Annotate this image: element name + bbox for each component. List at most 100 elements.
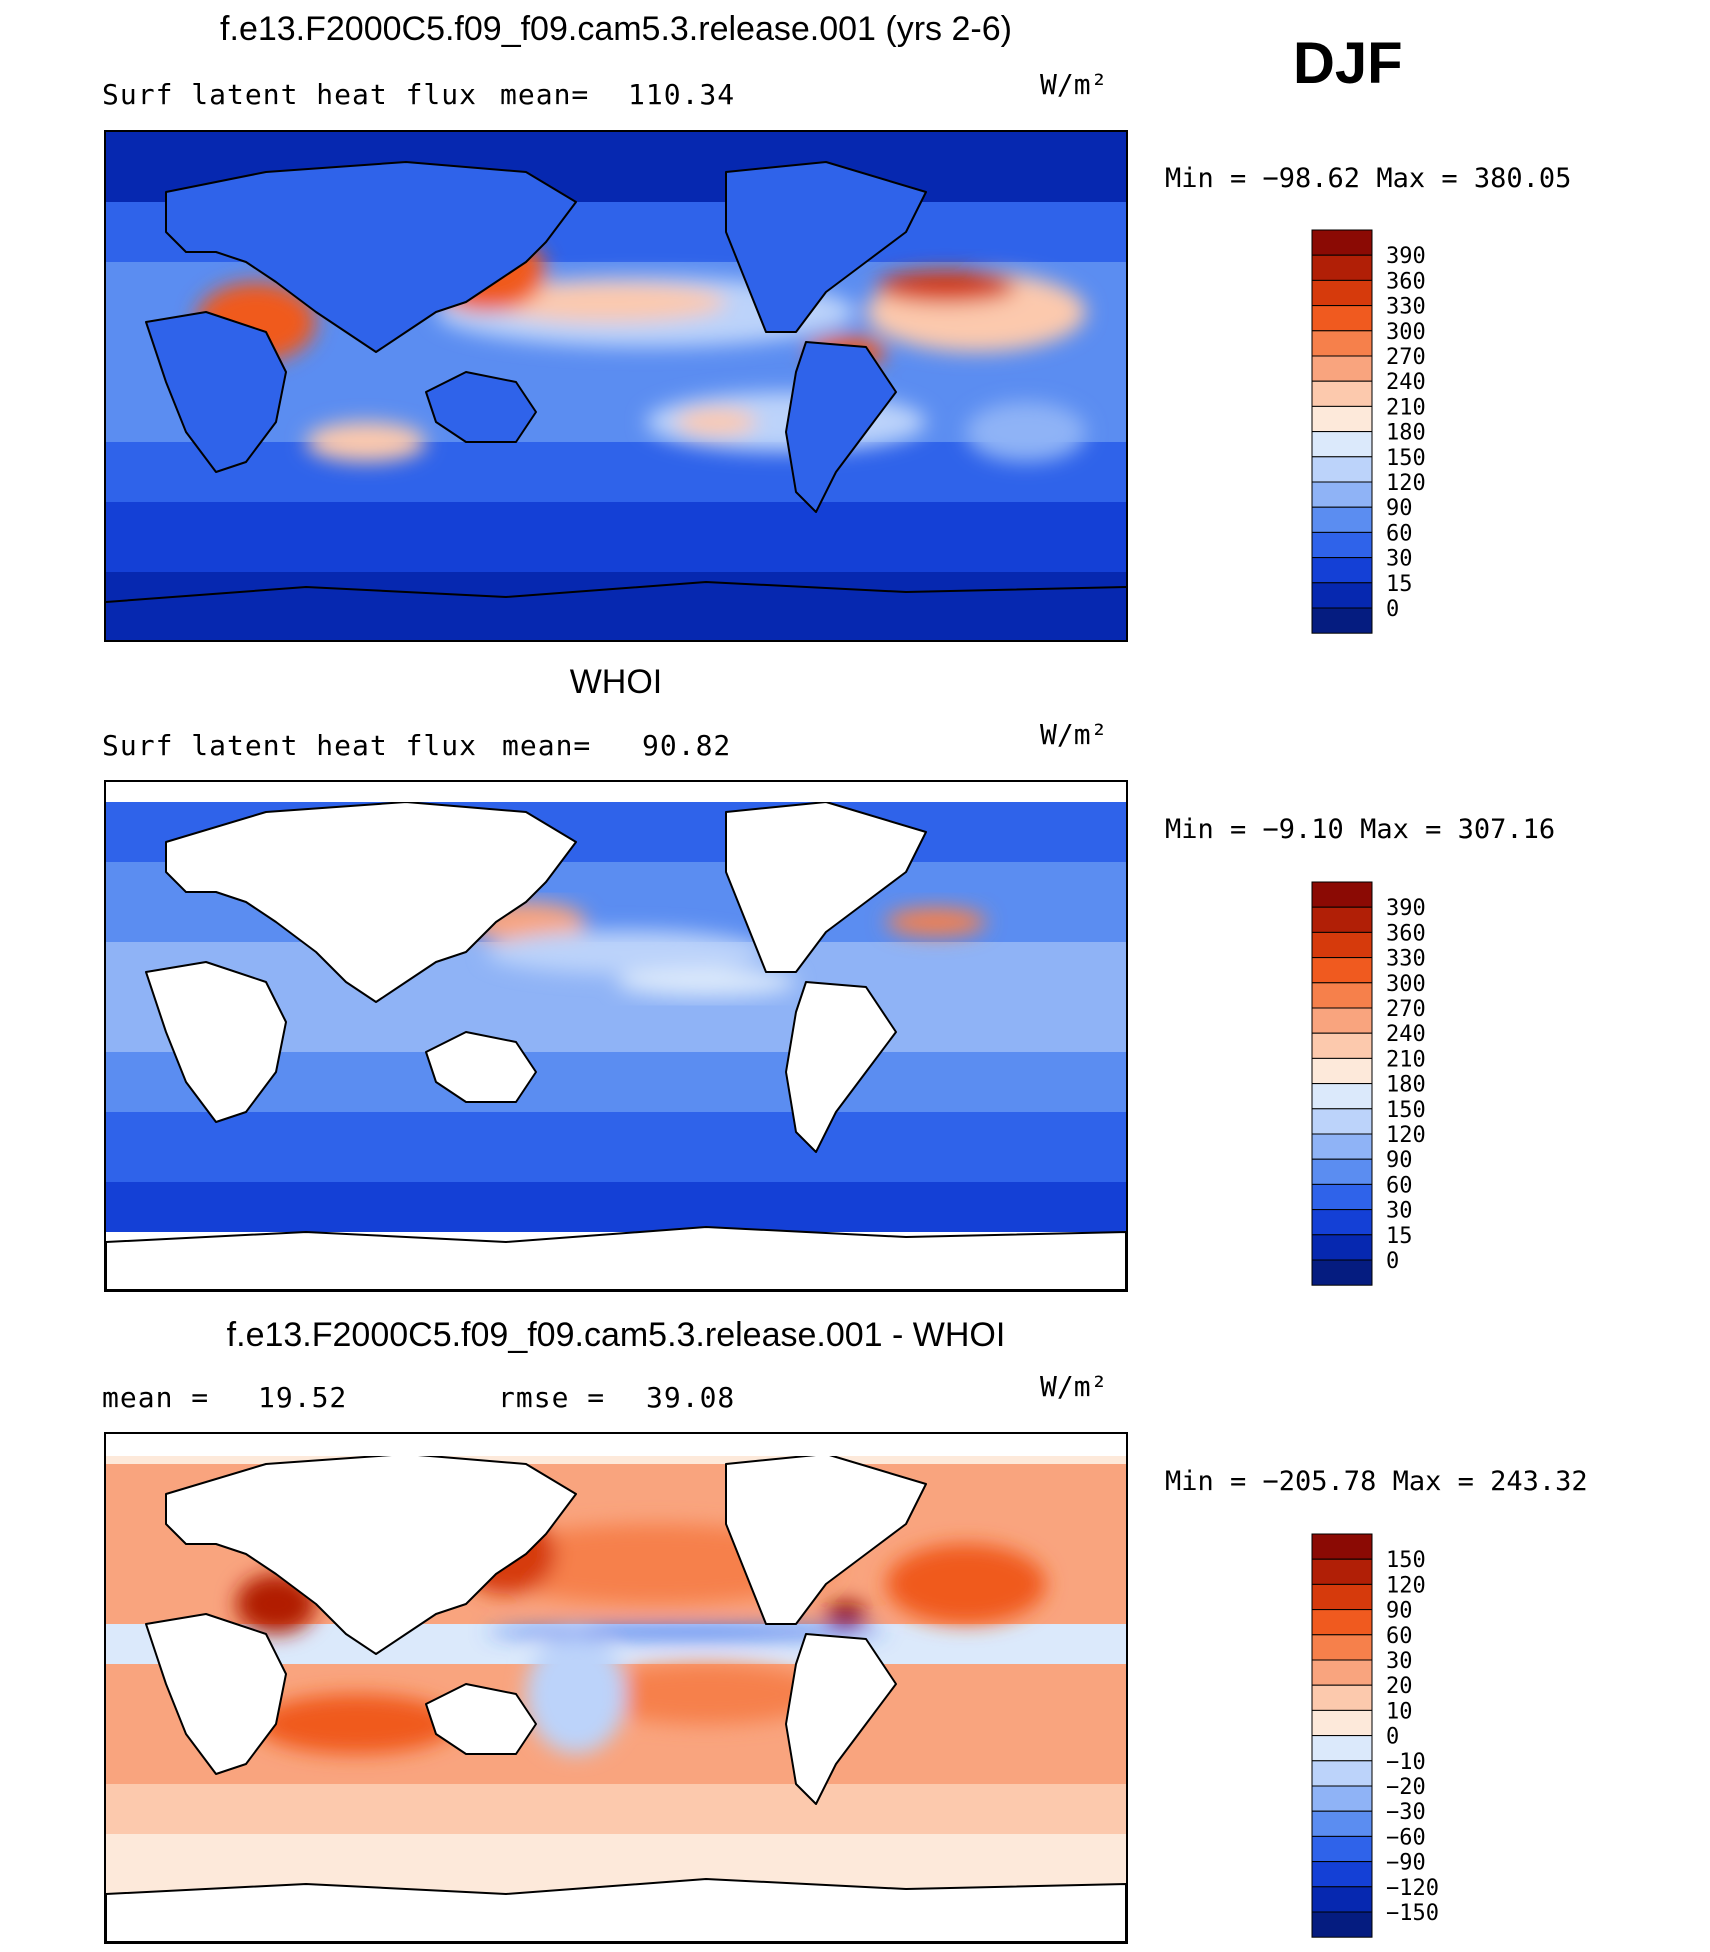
colorbar-swatch	[1311, 1609, 1373, 1636]
colorbar-tick-label: 150	[1386, 1098, 1426, 1123]
colorbar-tick-label: 180	[1386, 421, 1426, 446]
panel-1-stat-label: mean=	[500, 78, 590, 111]
panel-2-title: WHOI	[569, 663, 663, 701]
colorbar-swatch	[1311, 229, 1373, 256]
colorbar-swatch	[1311, 1911, 1373, 1938]
colorbar-swatch	[1311, 1861, 1373, 1888]
panel-2-map	[104, 780, 1128, 1292]
colorbar-tick-label: 0	[1386, 597, 1399, 622]
panel-3-stat-value: 39.08	[646, 1381, 736, 1414]
colorbar-swatch	[1311, 531, 1373, 559]
colorbar-swatch	[1311, 1886, 1373, 1913]
colorbar-tick-label: 150	[1386, 1548, 1426, 1573]
panel-2-units: W/m²	[1040, 718, 1108, 751]
colorbar-swatch	[1311, 582, 1373, 609]
panel-3-title: f.e13.F2000C5.f09_f09.cam5.3.release.001…	[226, 1316, 1006, 1354]
colorbar-tick-label: 20	[1386, 1674, 1413, 1699]
colorbar-tick-label: 90	[1386, 1599, 1413, 1624]
colorbar-tick-label: 60	[1386, 1624, 1413, 1649]
colorbar-tick-label: 390	[1386, 896, 1426, 921]
colorbar-swatch	[1311, 1634, 1373, 1661]
colorbar-swatch	[1311, 1108, 1373, 1135]
colorbar-swatch	[1311, 1835, 1373, 1863]
colorbar-swatch	[1311, 1083, 1373, 1110]
colorbar-tick-label: −120	[1386, 1876, 1439, 1901]
colorbar-swatch	[1311, 405, 1373, 433]
colorbar-tick-label: 30	[1386, 547, 1413, 572]
panel-2-stat-label: mean=	[502, 729, 592, 762]
colorbar-swatch	[1311, 254, 1373, 281]
colorbar-tick-label: −60	[1386, 1825, 1426, 1850]
colorbar-tick-label: 270	[1386, 997, 1426, 1022]
colorbar-swatch	[1311, 1709, 1373, 1737]
colorbar-swatch	[1311, 557, 1373, 584]
colorbar-tick-label: −10	[1386, 1750, 1426, 1775]
colorbar-swatch	[1311, 481, 1373, 508]
colorbar-tick-label: 360	[1386, 921, 1426, 946]
colorbar-tick-label: 210	[1386, 1047, 1426, 1072]
colorbar-tick-label: −20	[1386, 1775, 1426, 1800]
colorbar-swatch	[1311, 1133, 1373, 1160]
colorbar-swatch	[1311, 279, 1373, 307]
panel-1-stat-value: 110.34	[628, 78, 736, 111]
colorbar-tick-label: 150	[1386, 446, 1426, 471]
colorbar-tick-label: 270	[1386, 345, 1426, 370]
colorbar-swatch	[1311, 305, 1373, 332]
colorbar-swatch	[1311, 355, 1373, 382]
colorbar-swatch	[1311, 931, 1373, 959]
colorbar-tick-label: 90	[1386, 1148, 1413, 1173]
colorbar-swatch	[1311, 607, 1373, 634]
colorbar-tick-label: 120	[1386, 1573, 1426, 1598]
colorbar-tick-label: 10	[1386, 1699, 1413, 1724]
colorbar-tick-label: 0	[1386, 1249, 1399, 1274]
panel-3-map	[104, 1432, 1128, 1944]
colorbar-tick-label: 330	[1386, 295, 1426, 320]
colorbar-swatch	[1311, 957, 1373, 984]
colorbar-tick-label: −90	[1386, 1851, 1426, 1876]
colorbar-swatch	[1311, 1183, 1373, 1211]
colorbar-tick-label: 120	[1386, 1123, 1426, 1148]
colorbar-swatch	[1311, 431, 1373, 458]
colorbar-tick-label: 60	[1386, 1173, 1413, 1198]
panel-2-colorbar: 390 360 330 300 270 240 210 180 150 120 90 60 30 15 0	[1310, 880, 1450, 1290]
panel-2-stat-value: 90.82	[642, 729, 732, 762]
colorbar-swatch	[1311, 1810, 1373, 1837]
colorbar-swatch	[1311, 506, 1373, 533]
colorbar-swatch	[1311, 1158, 1373, 1185]
colorbar-tick-label: 90	[1386, 496, 1413, 521]
panel-2-minmax: Min = −9.10 Max = 307.16	[1165, 814, 1556, 845]
panel-1-left-label: Surf latent heat flux	[102, 78, 478, 111]
colorbar-swatch	[1311, 1735, 1373, 1762]
season-label: DJF	[1293, 31, 1403, 96]
colorbar-swatch	[1311, 1684, 1373, 1711]
colorbar-tick-label: 210	[1386, 395, 1426, 420]
colorbar-swatch	[1311, 1659, 1373, 1686]
colorbar-swatch	[1311, 1032, 1373, 1059]
colorbar-tick-label: 60	[1386, 521, 1413, 546]
colorbar-swatch	[1311, 1234, 1373, 1261]
panel-1-minmax: Min = −98.62 Max = 380.05	[1165, 163, 1572, 194]
colorbar-tick-label: 15	[1386, 572, 1413, 597]
colorbar-tick-label: 180	[1386, 1073, 1426, 1098]
colorbar-tick-label: 30	[1386, 1649, 1413, 1674]
panel-3-stat-label: rmse =	[498, 1381, 606, 1414]
colorbar-swatch	[1311, 1209, 1373, 1236]
panel-3-left-value: 19.52	[258, 1381, 348, 1414]
colorbar-tick-label: 360	[1386, 269, 1426, 294]
colorbar-swatch	[1311, 1259, 1373, 1286]
panel-3-minmax: Min = −205.78 Max = 243.32	[1165, 1466, 1588, 1497]
colorbar-tick-label: −30	[1386, 1800, 1426, 1825]
panel-1-colorbar: 390 360 330 300 270 240 210 180 150 120 90 60 30 15 0	[1310, 228, 1450, 638]
colorbar-tick-label: 240	[1386, 1022, 1426, 1047]
colorbar-swatch	[1311, 881, 1373, 908]
colorbar-swatch	[1311, 456, 1373, 483]
colorbar-swatch	[1311, 330, 1373, 357]
colorbar-swatch	[1311, 1583, 1373, 1611]
colorbar-tick-label: 30	[1386, 1199, 1413, 1224]
colorbar-swatch	[1311, 1057, 1373, 1085]
colorbar-swatch	[1311, 1558, 1373, 1585]
colorbar-swatch	[1311, 982, 1373, 1009]
colorbar-tick-label: 0	[1386, 1725, 1399, 1750]
colorbar-tick-label: 330	[1386, 947, 1426, 972]
colorbar-tick-label: 240	[1386, 370, 1426, 395]
